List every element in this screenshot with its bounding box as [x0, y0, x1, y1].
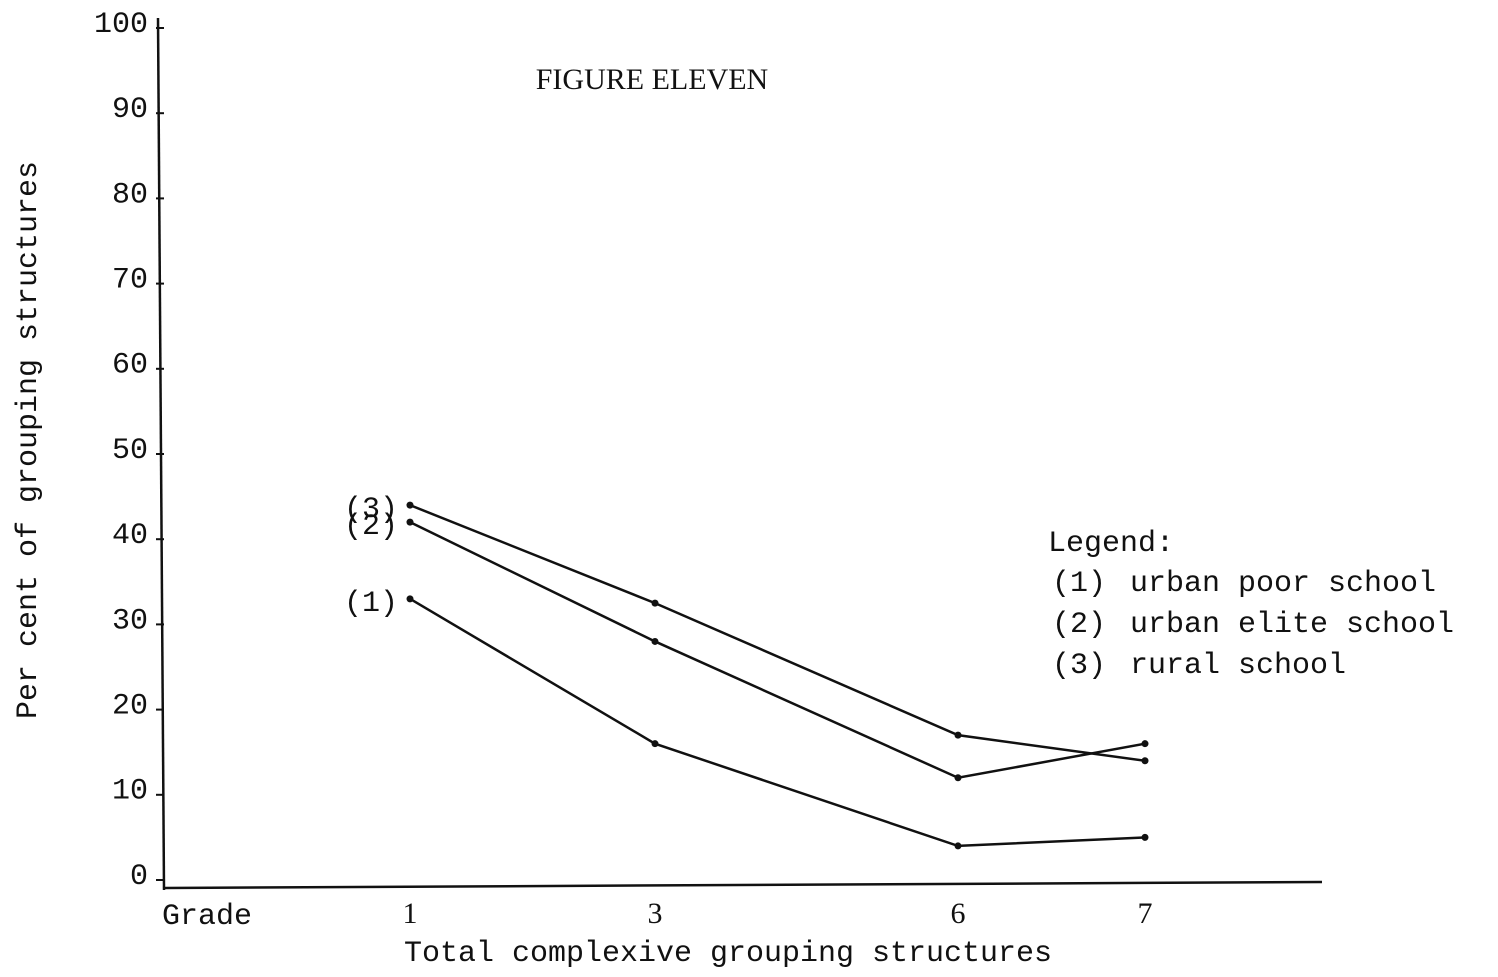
- y-tick-label: 20: [112, 690, 148, 724]
- point: [954, 774, 962, 782]
- legend-label: urban poor school: [1130, 567, 1436, 601]
- series-line: [409, 503, 1146, 762]
- y-tick-label: 40: [112, 519, 148, 553]
- series-line: [409, 521, 1146, 780]
- y-tick-label: 80: [112, 178, 148, 212]
- x-tick-label: 7: [1138, 897, 1153, 930]
- y-tick-label: 60: [112, 349, 148, 383]
- point: [406, 501, 414, 509]
- point: [406, 518, 414, 526]
- x-tick-label: 3: [648, 897, 663, 930]
- point: [954, 842, 962, 850]
- y-tick-label: 100: [94, 8, 148, 42]
- point: [651, 637, 659, 645]
- legend-label: rural school: [1130, 649, 1346, 683]
- y-axis-label: Per cent of grouping structures: [12, 161, 46, 719]
- y-tick-label: 0: [130, 860, 148, 894]
- point: [1141, 740, 1149, 748]
- point: [954, 731, 962, 739]
- y-tick-label: 70: [112, 264, 148, 298]
- y-tick-label: 30: [112, 604, 148, 638]
- chart-title: FIGURE ELEVEN: [536, 63, 768, 96]
- point: [1141, 833, 1149, 841]
- y-tick-label: 50: [112, 434, 148, 468]
- x-axis: [163, 880, 1323, 890]
- point: [651, 740, 659, 748]
- legend-label: urban elite school: [1130, 608, 1454, 642]
- line-marker: (1): [344, 587, 398, 621]
- x-tick-label: 1: [403, 897, 418, 930]
- line-marker: (3): [344, 493, 398, 527]
- y-tick-label: 10: [112, 775, 148, 809]
- legend-marker: (2): [1052, 608, 1106, 642]
- x-tick-label: 6: [951, 897, 966, 930]
- series-line: [409, 597, 1146, 848]
- point: [406, 595, 414, 603]
- legend-title: Legend:: [1048, 527, 1174, 561]
- y-tick-label: 90: [112, 93, 148, 127]
- point: [651, 599, 659, 607]
- line-marker: (2): [344, 510, 398, 544]
- point: [1141, 757, 1149, 765]
- legend-marker: (1): [1052, 567, 1106, 601]
- legend-marker: (3): [1052, 649, 1106, 683]
- x-prefix: Grade: [162, 900, 252, 934]
- x-axis-label: Total complexive grouping structures: [404, 937, 1052, 971]
